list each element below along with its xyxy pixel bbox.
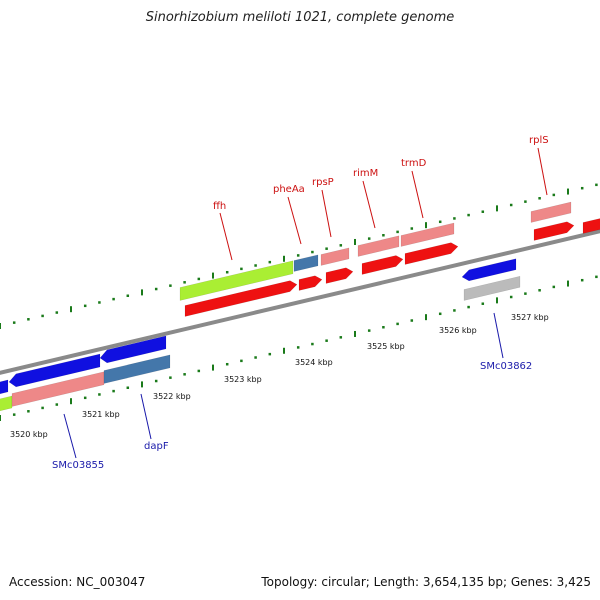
gene-bar-rpsP bbox=[320, 247, 350, 266]
tick-marks bbox=[0, 183, 598, 421]
scale-label-3526: 3526 kbp bbox=[439, 326, 477, 335]
gene-label-SMc03855[interactable]: SMc03855 bbox=[52, 460, 104, 471]
scale-label-3525: 3525 kbp bbox=[367, 342, 405, 351]
gene-bar-left-lime bbox=[0, 395, 13, 412]
scale-label-3523: 3523 kbp bbox=[224, 375, 262, 384]
gene-features bbox=[0, 201, 600, 412]
backbone bbox=[0, 229, 600, 375]
scale-label-3524: 3524 kbp bbox=[295, 358, 333, 367]
scale-label-3521: 3521 kbp bbox=[82, 410, 120, 419]
gene-bar-rplS bbox=[530, 201, 572, 223]
map-title: Sinorhizobium meliloti 1021, complete ge… bbox=[145, 10, 455, 25]
gene-label-ffh[interactable]: ffh bbox=[213, 201, 226, 212]
cds-arrow-rplS bbox=[533, 221, 575, 241]
gene-label-pheAa[interactable]: pheAa bbox=[273, 184, 305, 195]
gene-bar-SMc03862-b bbox=[463, 275, 521, 301]
gene-bar-rimM bbox=[357, 235, 400, 257]
backbone-line bbox=[0, 229, 600, 375]
connector-dapF bbox=[140, 393, 152, 440]
gene-label-SMc03862[interactable]: SMc03862 bbox=[480, 361, 532, 372]
scale-label-3527: 3527 kbp bbox=[511, 313, 549, 322]
scale-label-3520: 3520 kbp bbox=[10, 430, 48, 439]
gene-bar-SMc03862 bbox=[461, 258, 517, 282]
genome-summary-text: Topology: circular; Length: 3,654,135 bp… bbox=[261, 575, 591, 589]
gene-bar-pheAa bbox=[293, 254, 319, 272]
gene-label-trmD[interactable]: trmD bbox=[401, 158, 427, 169]
gene-label-rimM[interactable]: rimM bbox=[353, 168, 378, 179]
gene-bar-ffh bbox=[179, 260, 294, 301]
gene-bar-trmD bbox=[400, 222, 455, 247]
gene-label-rpsP[interactable]: rpsP bbox=[312, 177, 334, 188]
cds-arrow-rpsP bbox=[325, 267, 354, 284]
connector-rpsP bbox=[321, 189, 332, 238]
connector-rimM bbox=[362, 180, 376, 229]
gene-bar-left-edge bbox=[0, 379, 9, 395]
cds-arrow-trmD bbox=[404, 242, 459, 265]
connector-trmD bbox=[411, 170, 424, 219]
accession-text: Accession: NC_003047 bbox=[9, 575, 146, 589]
connector-pheAa bbox=[287, 196, 302, 245]
cds-arrow-pheAa bbox=[298, 275, 323, 291]
connector-SMc03855 bbox=[63, 413, 77, 459]
connector-ffh bbox=[219, 212, 233, 261]
label-connectors bbox=[63, 147, 548, 459]
connector-SMc03862 bbox=[493, 312, 504, 359]
cds-arrow-ffh bbox=[184, 280, 298, 317]
gene-label-rplS[interactable]: rplS bbox=[529, 135, 549, 146]
gene-bar-next bbox=[582, 218, 600, 234]
gene-label-dapF[interactable]: dapF bbox=[144, 441, 169, 452]
gene-bar-SMc03855 bbox=[8, 353, 101, 388]
cds-arrow-rimM bbox=[361, 255, 404, 275]
scale-label-3522: 3522 kbp bbox=[153, 392, 191, 401]
connector-rplS bbox=[537, 147, 548, 196]
gene-bar-dapF-b bbox=[103, 354, 171, 384]
gene-bar-dapF bbox=[99, 335, 167, 364]
gene-bar-SMc03855-b bbox=[11, 371, 105, 407]
